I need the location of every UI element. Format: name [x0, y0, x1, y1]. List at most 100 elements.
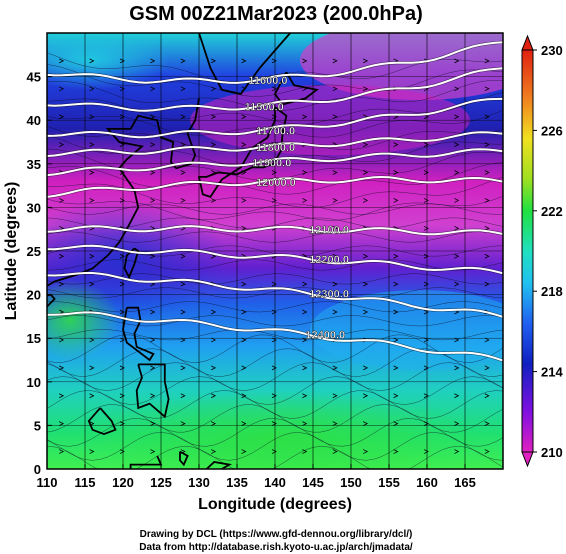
- wind-arrowhead: [271, 421, 277, 427]
- wind-arrowhead: [302, 421, 308, 427]
- wind-arrowhead: [454, 198, 460, 203]
- wind-arrowhead: [454, 86, 460, 92]
- x-tick-label: 165: [454, 475, 476, 490]
- x-tick-label: 135: [226, 475, 248, 490]
- wind-arrowhead: [332, 170, 338, 175]
- wind-arrowhead: [180, 393, 186, 399]
- wind-arrowhead: [423, 281, 429, 287]
- wind-arrowhead: [119, 281, 125, 287]
- wind-arrowhead: [89, 58, 95, 64]
- wind-arrowhead: [59, 198, 65, 203]
- wind-arrowhead: [423, 253, 429, 259]
- wind-arrowhead: [393, 337, 399, 343]
- wind-arrowhead: [241, 58, 247, 64]
- wind-arrowhead: [241, 281, 247, 287]
- wind-arrowhead: [332, 114, 338, 120]
- wind-arrowhead: [271, 114, 277, 120]
- wind-arrowhead: [59, 421, 65, 427]
- wind-arrowhead: [211, 114, 217, 120]
- coastline: [129, 455, 163, 469]
- wind-arrowhead: [423, 393, 429, 399]
- wind-arrowhead: [211, 198, 217, 203]
- wind-arrowhead: [211, 449, 217, 454]
- wind-arrowhead: [241, 225, 247, 231]
- wind-arrowhead: [363, 449, 369, 454]
- wind-arrowhead: [393, 170, 399, 175]
- wind-arrowhead: [484, 170, 490, 175]
- colorbar-tick-label: 214: [541, 365, 563, 380]
- x-axis-label: Longitude (degrees): [198, 496, 352, 513]
- wind-arrowhead: [211, 86, 217, 92]
- wind-arrowhead: [423, 225, 429, 231]
- wind-arrowhead: [119, 393, 125, 399]
- x-tick-label: 120: [112, 475, 134, 490]
- contour-label-12200: 12200.0: [309, 254, 349, 266]
- wind-arrowhead: [119, 86, 125, 92]
- wind-arrowhead: [241, 421, 247, 427]
- wind-arrowhead: [150, 393, 156, 399]
- wind-arrowhead: [423, 198, 429, 203]
- colorbar-tick-label: 226: [541, 123, 563, 138]
- wind-arrowhead: [180, 170, 186, 175]
- wind-arrowhead: [271, 365, 277, 371]
- y-tick-label: 15: [27, 331, 41, 346]
- wind-arrowhead: [363, 170, 369, 175]
- wind-arrowhead: [423, 309, 429, 315]
- y-tick-label: 20: [27, 288, 41, 303]
- y-tick-label: 10: [27, 375, 41, 390]
- contour-line-11500: [47, 67, 503, 112]
- contour-label-11500: 11500.0: [245, 101, 284, 113]
- coastline: [135, 363, 170, 419]
- wind-arrowhead: [302, 365, 308, 371]
- wind-arrowhead: [119, 421, 125, 427]
- contour-label-11800: 11800.0: [256, 142, 295, 154]
- wind-arrowhead: [89, 365, 95, 371]
- contour-line-11800: [47, 131, 503, 157]
- wind-arrowhead: [454, 142, 460, 147]
- wind-arrowhead: [302, 114, 308, 120]
- contour-line-11900: [47, 148, 503, 177]
- wind-arrowhead: [89, 114, 95, 120]
- wind-arrowhead: [59, 281, 65, 287]
- wind-arrowhead: [302, 58, 308, 64]
- wind-arrowhead: [454, 365, 460, 371]
- wind-arrowhead: [211, 365, 217, 371]
- wind-arrowhead: [423, 142, 429, 147]
- wind-arrowhead: [211, 393, 217, 399]
- coastline: [179, 450, 189, 467]
- wind-arrowhead: [393, 449, 399, 454]
- credit-data: Data from http://database.rish.kyoto-u.a…: [139, 542, 413, 553]
- wind-arrowhead: [363, 309, 369, 315]
- lat-lon-grid: [47, 33, 503, 469]
- coastline: [205, 461, 233, 469]
- wind-arrowhead: [302, 393, 308, 399]
- wind-arrowhead: [332, 253, 338, 259]
- y-tick-label: 5: [34, 418, 41, 433]
- wind-arrowhead: [363, 58, 369, 64]
- wind-arrowhead: [119, 198, 125, 203]
- wind-arrowhead: [59, 58, 65, 64]
- wind-arrowhead: [454, 170, 460, 175]
- x-tick-label: 130: [188, 475, 210, 490]
- wind-arrowhead: [332, 421, 338, 427]
- wind-arrowhead: [150, 421, 156, 427]
- wind-arrowhead: [59, 253, 65, 259]
- wind-arrowhead: [89, 142, 95, 147]
- y-tick-label: 0: [34, 462, 41, 477]
- wind-arrowhead: [484, 449, 490, 454]
- wind-arrowhead: [180, 309, 186, 315]
- colorbar-tick-label: 230: [541, 43, 563, 58]
- wind-arrowhead: [89, 253, 95, 259]
- colorbar-tick-label: 222: [541, 204, 563, 219]
- wind-arrowhead: [393, 365, 399, 371]
- wind-arrowhead: [332, 281, 338, 287]
- height-contours: 11600.0 11500.0 11700.0 11800.0 11900.0 12000…: [47, 40, 503, 363]
- wind-arrowhead: [119, 365, 125, 371]
- wind-arrowhead: [484, 393, 490, 399]
- contour-label-12400: 12400.0: [305, 330, 345, 342]
- wind-arrowhead: [484, 198, 490, 203]
- wind-arrowhead: [271, 58, 277, 64]
- wind-arrowhead: [302, 449, 308, 454]
- wind-arrowhead: [393, 198, 399, 203]
